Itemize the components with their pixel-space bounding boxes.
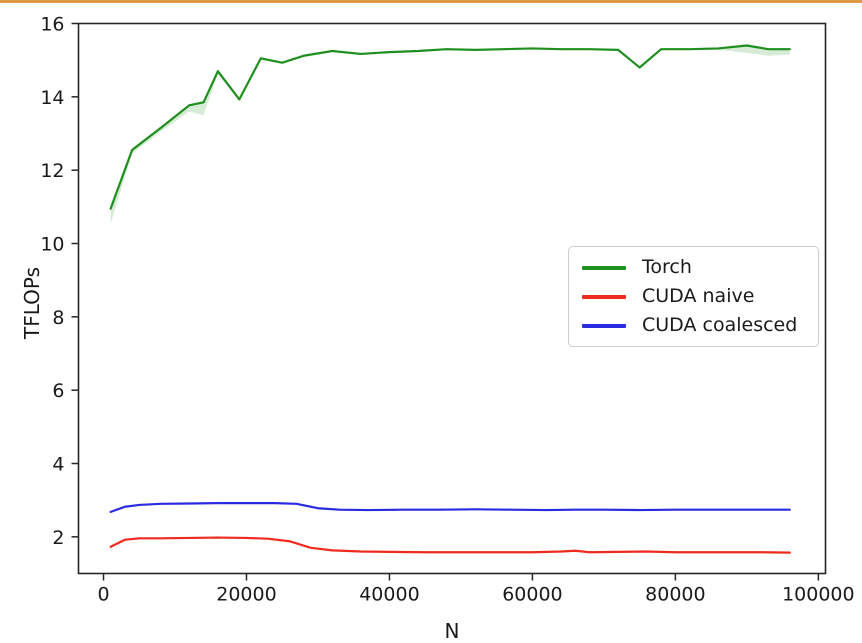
series-band-0 <box>110 44 790 224</box>
y-tick-label: 16 <box>40 14 64 36</box>
x-tick-label: 100000 <box>782 584 855 606</box>
y-tick-label: 10 <box>40 234 64 256</box>
y-tick-label: 2 <box>52 527 64 549</box>
x-tick-label: 0 <box>97 584 109 606</box>
chart-legend: Torch CUDA naive CUDA coalesced <box>568 246 819 347</box>
y-axis-label: TFLOPs <box>20 266 44 340</box>
y-tick-label: 12 <box>40 160 64 182</box>
x-tick-label: 80000 <box>645 584 705 606</box>
series-line-torch <box>109 44 791 210</box>
x-tick-label: 20000 <box>216 584 276 606</box>
legend-line-swatch-cuda-naive <box>582 294 626 299</box>
legend-label-cuda-coalesced: CUDA coalesced <box>642 314 798 336</box>
chart-figure: 0 20000 40000 60000 80000 100000 2 4 6 8 10 12 14 16 … <box>0 3 862 643</box>
series-line-cuda-naive <box>109 536 791 554</box>
top-accent-bar <box>0 0 862 3</box>
series-line-cuda-coalesced <box>109 502 791 513</box>
plot-spines <box>77 22 827 575</box>
x-axis-label: N <box>444 619 460 643</box>
x-tick-label: 60000 <box>502 584 562 606</box>
y-tick-label: 6 <box>52 380 64 402</box>
legend-line-swatch-torch <box>582 265 626 270</box>
y-tick-label: 14 <box>40 87 64 109</box>
y-tick-label: 8 <box>52 307 64 329</box>
chart-svg: 0 20000 40000 60000 80000 100000 2 4 6 8 10 12 14 16 <box>40 14 855 606</box>
legend-line-swatch-cuda-coalesced <box>582 323 626 328</box>
legend-item-cuda-coalesced: CUDA coalesced <box>582 316 810 335</box>
legend-item-cuda-naive: CUDA naive <box>582 287 810 306</box>
legend-label-torch: Torch <box>642 256 692 278</box>
legend-item-torch: Torch <box>582 258 810 277</box>
y-tick-label: 4 <box>52 454 64 476</box>
x-tick-label: 40000 <box>359 584 419 606</box>
legend-label-cuda-naive: CUDA naive <box>642 285 755 307</box>
